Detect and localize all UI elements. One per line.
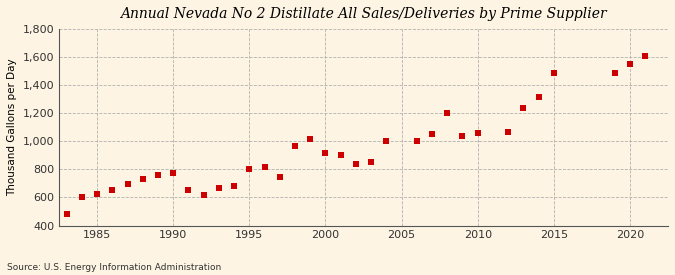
Y-axis label: Thousand Gallons per Day: Thousand Gallons per Day (7, 59, 17, 196)
Point (350, 161, 361, 166)
Text: Source: U.S. Energy Information Administration: Source: U.S. Energy Information Administ… (7, 263, 221, 272)
Point (61, 212, 72, 216)
Point (274, 175, 285, 179)
Point (366, 160, 377, 164)
Point (168, 171, 179, 175)
Point (549, 70, 560, 75)
Point (305, 136, 316, 141)
Point (290, 143, 300, 148)
Point (137, 177, 148, 182)
Point (427, 131, 437, 136)
Point (107, 188, 117, 192)
Point (624, 62, 635, 66)
Point (320, 151, 331, 155)
Point (381, 138, 392, 143)
Point (412, 139, 423, 144)
Point (457, 134, 468, 139)
Point (92, 192, 103, 196)
Point (213, 185, 224, 190)
Point (259, 165, 270, 169)
Point (503, 130, 514, 134)
Point (518, 105, 529, 110)
Point (610, 70, 620, 75)
Point (244, 166, 254, 171)
Point (122, 182, 133, 186)
Point (640, 54, 651, 58)
Title: Annual Nevada No 2 Distillate All Sales/Deliveries by Prime Supplier: Annual Nevada No 2 Distillate All Sales/… (120, 7, 607, 21)
Point (198, 193, 209, 197)
Point (472, 131, 483, 135)
Point (229, 184, 240, 188)
Point (183, 188, 194, 192)
Point (533, 95, 544, 99)
Point (153, 173, 163, 177)
Point (335, 153, 346, 158)
Point (442, 110, 453, 115)
Point (76, 195, 87, 200)
